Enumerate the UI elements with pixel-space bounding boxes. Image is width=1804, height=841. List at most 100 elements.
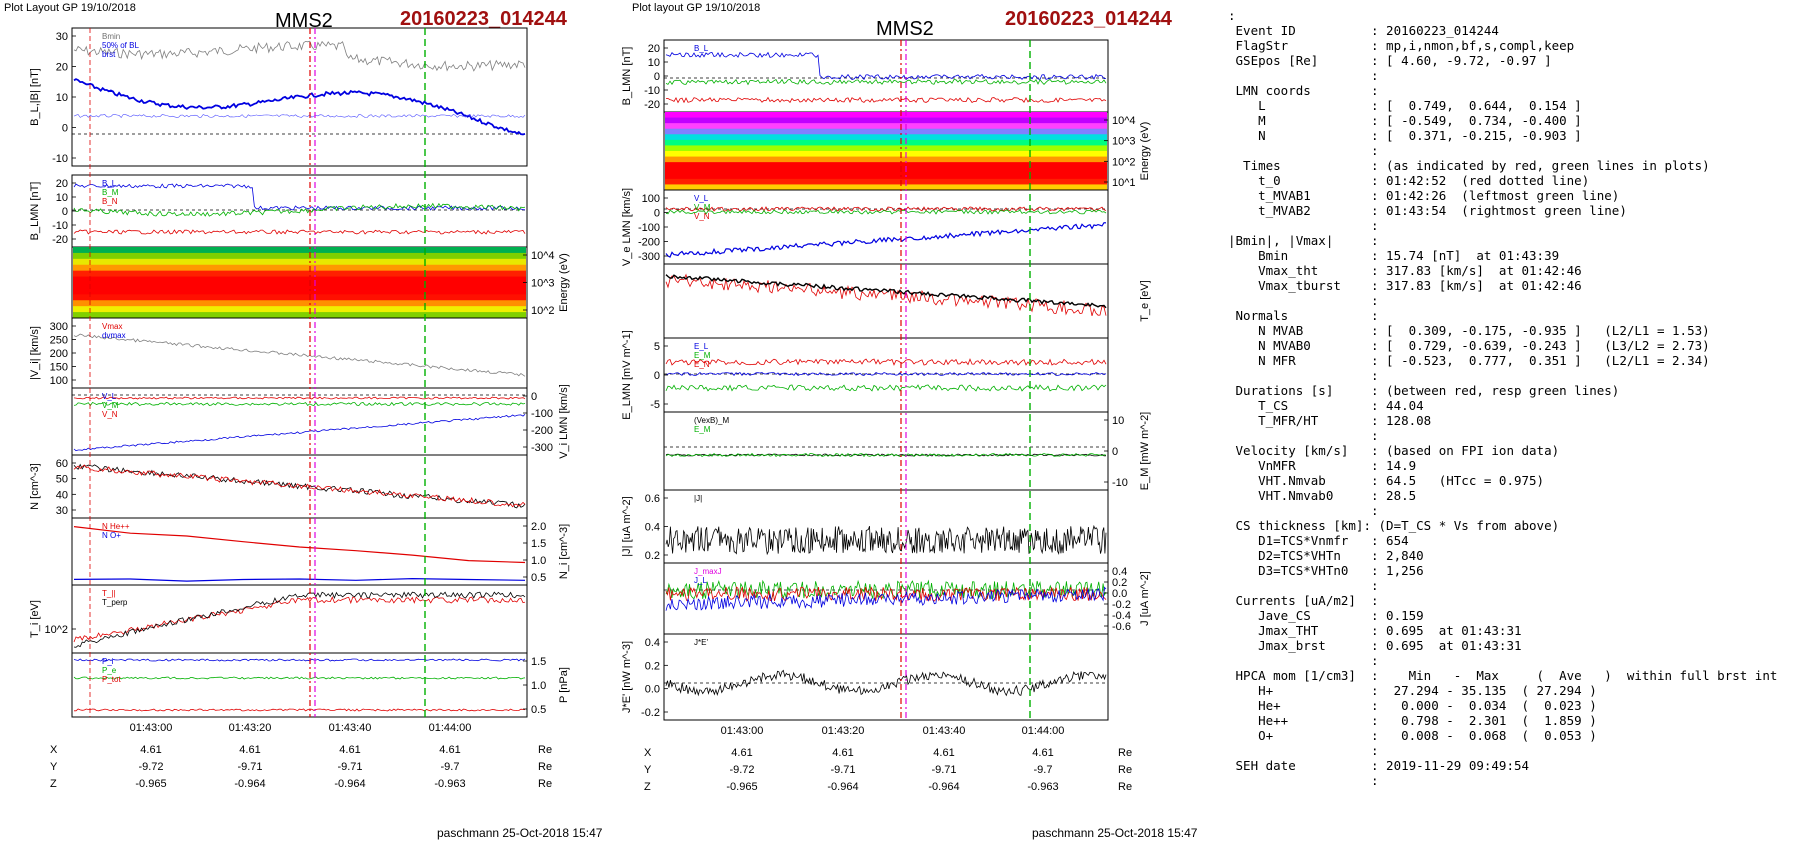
legend-entry: |J| — [694, 494, 702, 503]
left-event-id: 20160223_014244 — [400, 8, 567, 30]
spectrogram-band — [73, 282, 526, 289]
legend-entry: V_M — [694, 203, 711, 212]
tick-label: 10^2 — [1112, 156, 1136, 168]
coord-row-label: Z — [644, 781, 651, 793]
spectrogram-band — [665, 145, 1107, 152]
info-line: : — [1228, 428, 1379, 443]
legend-entry: J_maxJ — [694, 567, 722, 576]
time-tick-label: 01:43:40 — [923, 725, 966, 737]
tick-label: 1.0 — [531, 680, 546, 692]
y-axis-label: N_i [cm^-3] — [558, 524, 570, 579]
tick-label: 0.0 — [1112, 588, 1127, 600]
trace-Bmag — [73, 40, 526, 72]
tick-label: 50 — [56, 474, 68, 486]
tick-label: 20 — [56, 178, 68, 190]
legend-entry: J*E' — [694, 638, 708, 647]
info-line: Velocity [km/s] : (based on FPI ion data… — [1228, 443, 1560, 458]
trace-VexB — [665, 453, 1107, 457]
info-line: Normals : — [1228, 308, 1379, 323]
coord-value: 4.61 — [933, 747, 954, 759]
spectrogram-band — [665, 139, 1107, 146]
panel-7: 0.40.20.0-0.2-0.4-0.6 J [uA m^-2] J_maxJJ_… — [663, 562, 1151, 635]
coord-value: -9.72 — [138, 761, 163, 773]
tick-label: 0.6 — [645, 493, 660, 505]
coord-value: 4.61 — [1032, 747, 1053, 759]
y-axis-label: |J| [uA m^-2] — [621, 496, 633, 556]
y-axis-label: B_L,|B| [nT] — [29, 68, 41, 126]
trace-EN — [665, 384, 1107, 392]
tick-label: 250 — [50, 335, 68, 347]
info-line: : — [1228, 293, 1379, 308]
trace-EM — [665, 452, 1107, 458]
info-line: He+ : 0.000 - 0.034 ( 0.023 ) — [1228, 698, 1597, 713]
panel-5: 10 0 -10 E_M [mW m^-2] (VexB)_ME_M — [663, 411, 1151, 491]
legend-entry: P_e — [102, 666, 117, 675]
info-line: D2=TCS*VHTn : 2,840 — [1228, 548, 1424, 563]
tick-label: 0.2 — [645, 550, 660, 562]
time-tick-label: 01:43:20 — [822, 725, 865, 737]
coord-unit: Re — [1118, 781, 1132, 793]
info-line: Vmax_tburst : 317.83 [km/s] at 01:42:46 — [1228, 278, 1582, 293]
middle-header: Plot layout GP 19/10/2018 — [632, 2, 761, 14]
coord-row-label: X — [644, 747, 652, 759]
spectrogram-band — [73, 276, 526, 283]
time-tick-label: 01:43:20 — [229, 722, 272, 734]
trace-Ptot — [74, 708, 526, 712]
info-line: VHT.Nmvab0 : 28.5 — [1228, 488, 1417, 503]
tick-label: 1.5 — [531, 538, 546, 550]
panel-frame — [663, 263, 1109, 339]
panel-5: 60 50 40 30 N [cm^-3] — [29, 454, 528, 519]
info-line: H+ : 27.294 - 35.135 ( 27.294 ) — [1228, 683, 1597, 698]
tick-label: 10^4 — [1112, 115, 1136, 127]
left-footer: paschmann 25-Oct-2018 15:47 — [437, 826, 603, 840]
tick-label: 10^1 — [1112, 177, 1136, 189]
legend-entry: E_M — [694, 351, 711, 360]
info-line: t_MVAB1 : 01:42:26 (leftmost green line) — [1228, 188, 1620, 203]
info-line: VHT.Nmvab : 64.5 (HTcc = 0.975) — [1228, 473, 1545, 488]
info-line: D3=TCS*VHTn0 : 1,256 — [1228, 563, 1424, 578]
coord-value: 4.61 — [140, 744, 161, 756]
tick-label: 100 — [50, 375, 68, 387]
tick-label: 0.2 — [645, 660, 660, 672]
tick-label: 60 — [56, 458, 68, 470]
info-line: : — [1228, 773, 1379, 788]
panel-6: 0.6 0.4 0.2 |J| [uA m^-2] |J| — [621, 489, 1109, 564]
spectrogram-band — [73, 294, 526, 301]
info-line: He++ : 0.798 - 2.301 ( 1.859 ) — [1228, 713, 1597, 728]
info-line: : — [1228, 8, 1236, 23]
tick-label: 0.4 — [645, 522, 660, 534]
y-axis-label: E_M [mW m^-2] — [1139, 412, 1151, 491]
coord-unit: Re — [538, 744, 552, 756]
legend-entry: J_L — [694, 576, 707, 585]
tick-label: 40 — [56, 489, 68, 501]
coord-row-label: Y — [50, 761, 58, 773]
legend-entry: B_N — [102, 197, 118, 206]
tick-label: 0 — [62, 123, 68, 135]
tick-label: 2.0 — [531, 521, 546, 533]
y-axis-label: J [uA m^-2] — [1139, 571, 1151, 626]
panel-frame — [71, 387, 528, 456]
legend-entry: T_|| — [102, 589, 116, 598]
trace-VN — [73, 396, 526, 400]
spectrogram-band — [665, 167, 1107, 174]
spectrogram-band — [665, 112, 1107, 119]
tick-label: 10^2 — [44, 624, 68, 636]
trace-Te-black — [665, 274, 1107, 309]
spectrogram-band — [73, 288, 526, 295]
tick-label: 0 — [654, 71, 660, 83]
trace-VL — [73, 414, 526, 452]
info-line: O+ : 0.008 - 0.068 ( 0.053 ) — [1228, 728, 1597, 743]
info-line: T_CS : 44.04 — [1228, 398, 1424, 413]
tick-label: 10^4 — [531, 250, 555, 262]
info-line: D1=TCS*Vnmfr : 654 — [1228, 533, 1409, 548]
tick-label: -200 — [638, 237, 660, 249]
trace-VeM — [665, 206, 1107, 212]
panel-frame — [71, 317, 528, 389]
legend-entry: B_L — [694, 44, 709, 53]
info-line: T_MFR/HT : 128.08 — [1228, 413, 1432, 428]
tick-label: 0.4 — [1112, 566, 1127, 578]
coord-row-label: X — [50, 744, 58, 756]
